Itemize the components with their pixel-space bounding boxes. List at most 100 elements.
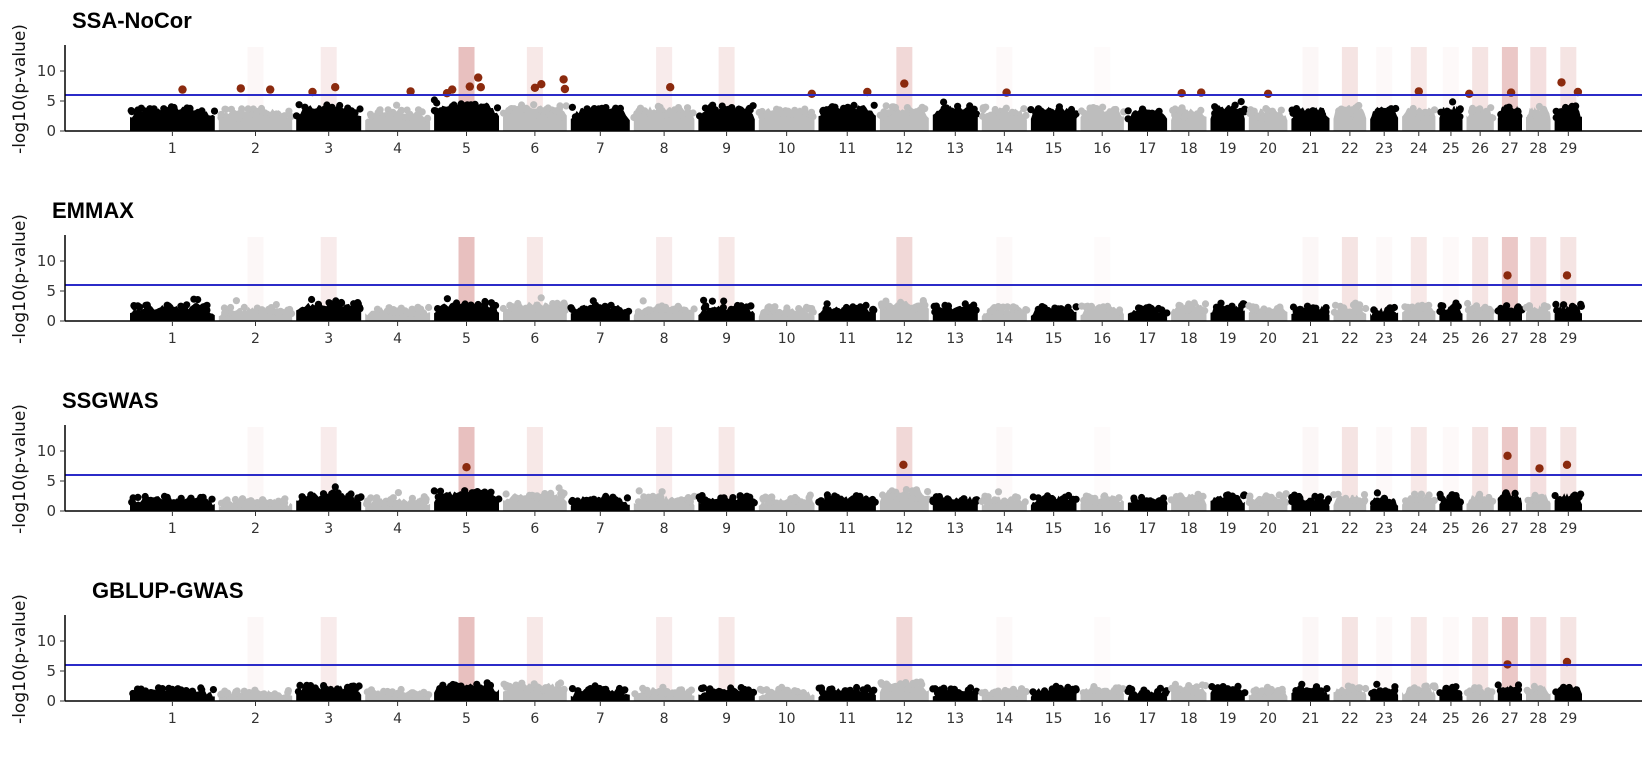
snp-point xyxy=(1552,114,1560,122)
snp-point xyxy=(1452,299,1460,307)
highlight-band xyxy=(458,617,475,701)
snp-point xyxy=(249,691,257,699)
chromosome-points-3 xyxy=(296,295,364,321)
snp-point xyxy=(186,104,194,112)
snp-point xyxy=(1040,689,1048,697)
chromosome-points-24 xyxy=(1402,682,1439,701)
snp-point xyxy=(1208,683,1216,691)
chromosome-points-7 xyxy=(567,297,633,321)
snp-point xyxy=(343,304,351,313)
snp-point xyxy=(154,308,162,316)
snp-point xyxy=(284,306,292,314)
x-tick-label: 28 xyxy=(1529,331,1547,347)
snp-point xyxy=(1211,109,1219,117)
chromosome-points-18 xyxy=(1168,680,1210,701)
x-tick-label: 2 xyxy=(251,331,260,347)
x-tick-label: 29 xyxy=(1559,711,1577,727)
snp-point xyxy=(1514,108,1522,116)
snp-point xyxy=(1301,114,1309,122)
highlight-band xyxy=(1560,427,1577,511)
snp-point xyxy=(1385,498,1393,506)
x-tick-label: 16 xyxy=(1093,521,1111,537)
snp-point xyxy=(1124,115,1132,123)
snp-point xyxy=(301,103,309,111)
snp-point xyxy=(1112,498,1120,506)
snp-point xyxy=(1555,308,1564,316)
snp-point xyxy=(791,497,799,505)
snp-point xyxy=(1376,687,1384,695)
significant-snp xyxy=(1557,78,1566,87)
significant-snp xyxy=(530,83,540,93)
snp-point xyxy=(393,101,401,109)
snp-point xyxy=(776,690,784,698)
snp-point xyxy=(170,499,178,507)
snp-point xyxy=(376,106,384,114)
snp-point xyxy=(532,111,540,119)
snp-point xyxy=(776,106,784,114)
snp-point xyxy=(160,105,168,113)
chromosome-points-10 xyxy=(755,105,817,131)
snp-point xyxy=(700,684,708,692)
snp-point xyxy=(953,499,961,507)
chromosome-points-22 xyxy=(1333,101,1367,131)
x-tick-label: 28 xyxy=(1529,141,1547,157)
snp-point xyxy=(1046,112,1055,120)
snp-point xyxy=(364,497,372,505)
snp-cloud xyxy=(698,687,755,701)
snp-point xyxy=(954,102,962,110)
snp-point xyxy=(274,308,282,316)
snp-point xyxy=(1035,309,1043,317)
snp-point xyxy=(1552,300,1560,308)
snp-point xyxy=(1331,301,1340,309)
snp-point xyxy=(1219,683,1227,691)
snp-point xyxy=(585,686,593,694)
snp-point xyxy=(149,497,157,505)
snp-point xyxy=(1211,688,1219,696)
x-tick-label: 23 xyxy=(1375,331,1393,347)
snp-point xyxy=(893,303,901,311)
snp-point xyxy=(726,690,735,698)
highlight-band xyxy=(247,237,264,321)
snp-point xyxy=(882,680,891,688)
x-tick-label: 28 xyxy=(1529,711,1547,727)
snp-point xyxy=(887,684,895,693)
snp-point xyxy=(344,104,352,112)
chromosome-points-26 xyxy=(1463,684,1496,701)
snp-point xyxy=(1456,113,1464,121)
x-tick-label: 20 xyxy=(1259,521,1277,537)
snp-point xyxy=(155,499,163,507)
chromosome-points-20 xyxy=(1246,105,1288,131)
snp-point xyxy=(695,493,703,501)
snp-point xyxy=(1316,689,1324,697)
panel-title: SSA-NoCor xyxy=(72,8,192,33)
snp-point xyxy=(1323,685,1331,693)
snp-point xyxy=(1147,304,1155,313)
snp-point xyxy=(863,497,871,505)
snp-point xyxy=(656,103,664,111)
snp-point xyxy=(755,108,763,117)
snp-point xyxy=(743,303,751,311)
snp-point xyxy=(1484,687,1492,695)
snp-point xyxy=(956,112,964,121)
snp-point xyxy=(238,105,246,113)
snp-point xyxy=(914,494,922,502)
snp-point xyxy=(823,300,831,308)
snp-point xyxy=(171,106,179,115)
x-tick-label: 20 xyxy=(1259,711,1277,727)
snp-point xyxy=(1277,114,1285,122)
snp-point xyxy=(298,493,306,501)
x-tick-label: 14 xyxy=(995,711,1013,727)
x-tick-label: 6 xyxy=(530,141,539,157)
x-tick-label: 17 xyxy=(1139,141,1157,157)
x-tick-label: 7 xyxy=(596,711,605,727)
x-tick-label: 24 xyxy=(1410,521,1428,537)
x-tick-label: 17 xyxy=(1139,711,1157,727)
snp-point xyxy=(719,303,728,311)
snp-point xyxy=(817,497,825,505)
x-tick-label: 5 xyxy=(462,141,471,157)
snp-point xyxy=(425,303,433,312)
snp-point xyxy=(667,306,675,314)
x-tick-label: 16 xyxy=(1093,141,1111,157)
x-tick-label: 18 xyxy=(1180,711,1198,727)
